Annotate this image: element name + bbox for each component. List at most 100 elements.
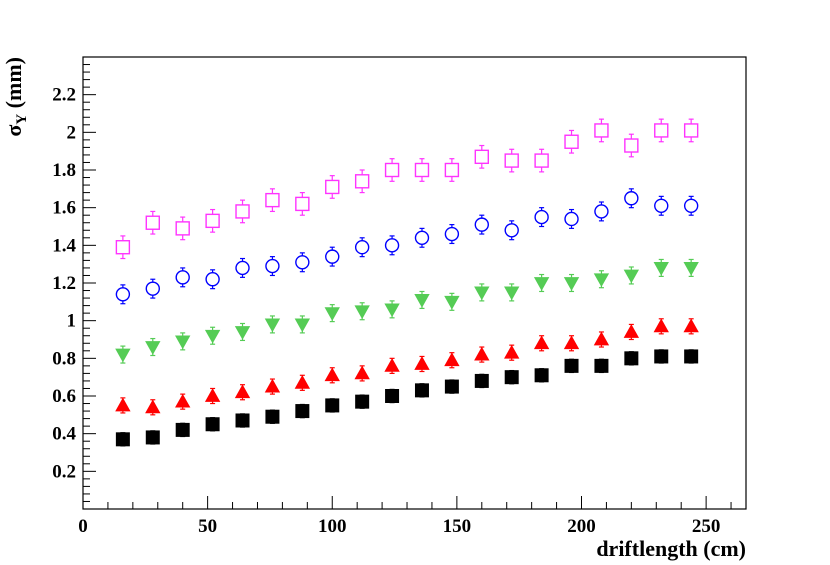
data-point bbox=[115, 240, 131, 255]
x-tick-label: 150 bbox=[443, 516, 472, 537]
data-point bbox=[324, 307, 340, 321]
data-point bbox=[354, 174, 370, 189]
data-point bbox=[533, 335, 550, 350]
y-tick-label: 1.2 bbox=[52, 273, 76, 294]
data-point bbox=[355, 394, 370, 409]
y-tick-label: 2 bbox=[67, 122, 77, 143]
data-point bbox=[325, 249, 340, 264]
series-filled-square-black bbox=[115, 349, 699, 447]
data-point bbox=[354, 240, 370, 255]
data-point bbox=[444, 379, 459, 394]
data-point bbox=[265, 258, 280, 274]
data-point bbox=[264, 378, 281, 393]
x-axis-title: driftlength (cm) bbox=[596, 536, 746, 561]
data-point bbox=[683, 262, 699, 276]
y-tick-label: 1.6 bbox=[52, 198, 76, 219]
data-point bbox=[235, 413, 250, 428]
data-point bbox=[654, 198, 669, 213]
series-up-triangle-red bbox=[115, 318, 699, 416]
data-point bbox=[594, 358, 609, 373]
x-tick-label: 200 bbox=[567, 516, 596, 537]
data-point bbox=[175, 270, 190, 285]
y-tick-label: 0.2 bbox=[52, 461, 76, 482]
data-point bbox=[474, 373, 489, 388]
data-point bbox=[444, 162, 460, 178]
data-point bbox=[474, 149, 489, 165]
data-point bbox=[683, 123, 699, 138]
y-tick-label: 1.8 bbox=[52, 160, 76, 181]
data-point bbox=[653, 262, 669, 276]
data-point bbox=[384, 358, 400, 372]
data-point bbox=[504, 223, 519, 238]
data-point bbox=[624, 138, 639, 153]
data-point bbox=[145, 215, 160, 230]
data-point bbox=[384, 303, 400, 318]
y-tick-label: 1 bbox=[67, 311, 77, 332]
data-point bbox=[444, 352, 460, 367]
data-point bbox=[444, 226, 460, 242]
data-point bbox=[324, 367, 340, 382]
data-point bbox=[654, 349, 669, 364]
data-point bbox=[684, 349, 699, 364]
data-point bbox=[474, 286, 490, 301]
data-point bbox=[384, 162, 400, 178]
series-open-circle-blue bbox=[115, 188, 699, 305]
data-point bbox=[414, 162, 430, 178]
data-point bbox=[564, 358, 579, 373]
data-point bbox=[474, 346, 490, 361]
data-point bbox=[624, 191, 639, 206]
data-point bbox=[504, 370, 519, 385]
data-point bbox=[533, 277, 550, 291]
x-tick-label: 100 bbox=[318, 516, 347, 537]
data-point bbox=[294, 374, 311, 389]
x-tick-label: 0 bbox=[78, 516, 88, 537]
data-point bbox=[115, 348, 131, 363]
data-point bbox=[683, 318, 699, 333]
data-point bbox=[414, 356, 430, 370]
data-point bbox=[564, 211, 579, 227]
data-point bbox=[265, 409, 280, 424]
data-point bbox=[384, 238, 400, 253]
data-point bbox=[295, 196, 310, 212]
data-point bbox=[204, 329, 221, 344]
data-point bbox=[414, 294, 430, 308]
data-point bbox=[654, 123, 669, 138]
data-point bbox=[115, 432, 130, 447]
data-point bbox=[504, 286, 520, 301]
y-tick-label: 0.8 bbox=[52, 348, 76, 369]
data-point bbox=[354, 365, 370, 380]
data-point bbox=[145, 281, 160, 296]
data-point bbox=[234, 326, 251, 340]
data-point bbox=[624, 351, 639, 366]
data-point bbox=[594, 204, 609, 219]
data-point bbox=[145, 430, 160, 445]
y-axis-title-subscript: Y bbox=[14, 114, 30, 125]
data-point bbox=[235, 204, 250, 219]
y-axis-title-symbol: σ bbox=[1, 125, 26, 137]
data-point bbox=[205, 213, 220, 229]
data-point bbox=[115, 397, 131, 412]
data-point bbox=[175, 221, 190, 236]
data-point bbox=[115, 287, 131, 302]
x-tick-label: 250 bbox=[692, 516, 721, 537]
y-axis: 0.2 0.4 0.6 0.8 1 1.2 1.4 1.6 1.8 2 2.2 bbox=[52, 56, 96, 510]
data-point bbox=[593, 273, 610, 288]
data-point bbox=[504, 153, 519, 168]
data-point bbox=[444, 295, 460, 310]
data-point bbox=[325, 179, 340, 195]
data-point bbox=[594, 123, 609, 138]
data-point bbox=[265, 192, 280, 208]
data-point bbox=[683, 198, 699, 213]
data-point bbox=[414, 230, 430, 246]
data-point bbox=[204, 388, 221, 402]
y-tick-label: 0.6 bbox=[52, 386, 76, 407]
y-axis-title: σY (mm) bbox=[1, 57, 30, 137]
data-point bbox=[623, 269, 640, 284]
data-point bbox=[653, 318, 669, 333]
data-point bbox=[294, 318, 311, 333]
data-point bbox=[354, 305, 370, 320]
data-point bbox=[504, 344, 520, 359]
data-point bbox=[563, 277, 580, 291]
data-point bbox=[534, 209, 549, 225]
